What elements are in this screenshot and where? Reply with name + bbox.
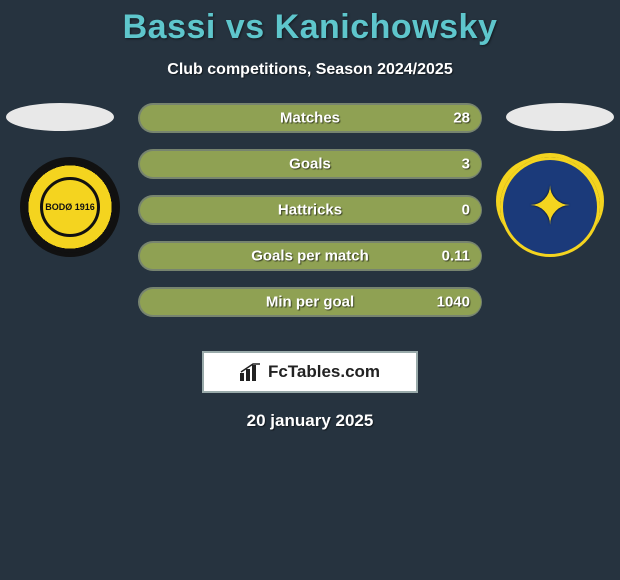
stat-bar: Goals 3: [138, 149, 482, 179]
comparison-arena: BODØ 1916 ✦ Matches 28 Goals 3 Hattricks 0 Goa…: [0, 103, 620, 333]
stat-right-value: 28: [453, 110, 470, 127]
stat-bar: Min per goal 1040: [138, 287, 482, 317]
star-icon: ✦: [528, 177, 572, 237]
bars-icon: [240, 363, 262, 381]
team-left-badge: BODØ 1916: [20, 157, 120, 257]
stat-bar: Goals per match 0.11: [138, 241, 482, 271]
stat-label: Goals: [289, 156, 331, 173]
player-left-shadow: [6, 103, 114, 131]
stat-bar: Matches 28: [138, 103, 482, 133]
snapshot-date: 20 january 2025: [0, 411, 620, 431]
stat-right-value: 0.11: [442, 248, 470, 265]
team-left-badge-text: BODØ 1916: [40, 177, 100, 237]
stat-bar: Hattricks 0: [138, 195, 482, 225]
stat-right-value: 0: [462, 202, 470, 219]
stat-label: Goals per match: [251, 248, 369, 265]
stat-right-value: 1040: [437, 294, 470, 311]
comparison-subtitle: Club competitions, Season 2024/2025: [0, 61, 620, 79]
comparison-title: Bassi vs Kanichowsky: [0, 0, 620, 47]
stat-right-value: 3: [462, 156, 470, 173]
player-right-shadow: [506, 103, 614, 131]
stat-bars: Matches 28 Goals 3 Hattricks 0 Goals per match…: [138, 103, 482, 333]
brand-box: FcTables.com: [202, 351, 418, 393]
team-right-badge: ✦: [500, 157, 600, 257]
stat-label: Hattricks: [278, 202, 342, 219]
stat-label: Matches: [280, 110, 340, 127]
brand-text: FcTables.com: [268, 362, 380, 382]
stat-label: Min per goal: [266, 294, 354, 311]
